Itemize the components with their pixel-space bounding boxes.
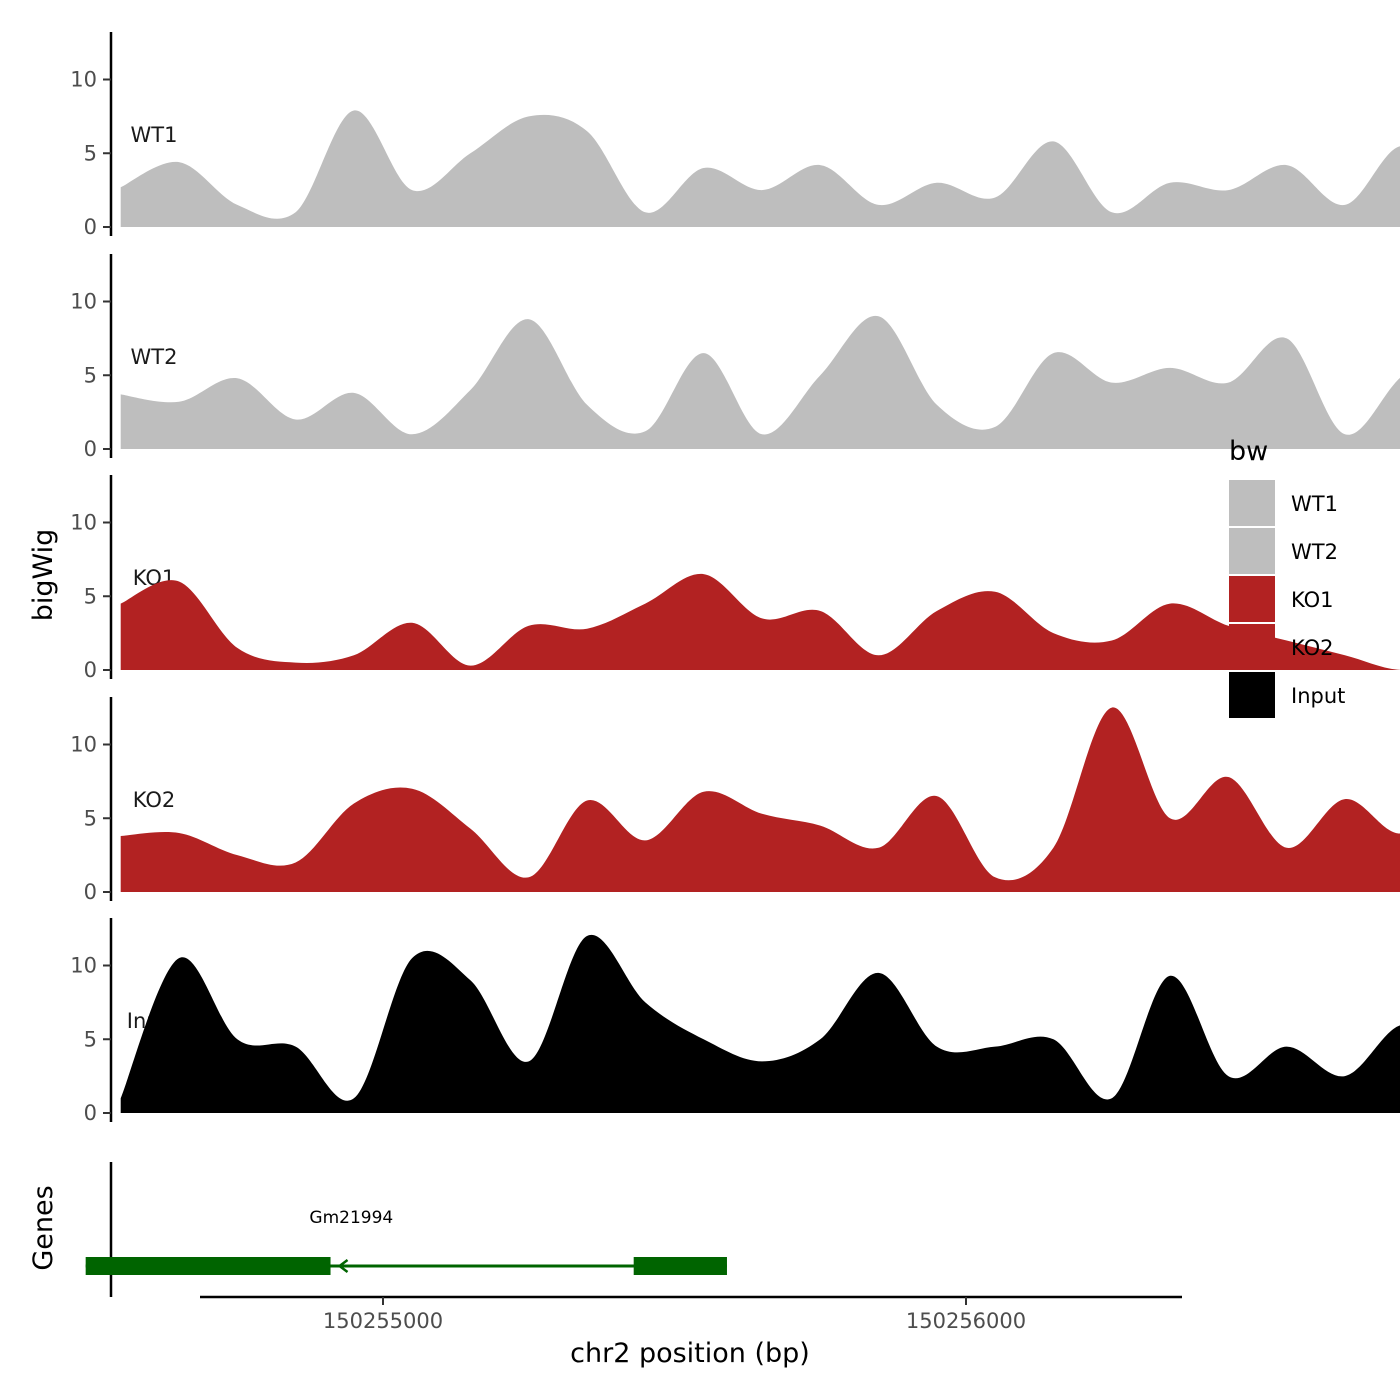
signal-area-wt2 bbox=[120, 316, 1400, 449]
legend-label-wt2: WT2 bbox=[1291, 540, 1338, 564]
signal-area-ko1 bbox=[120, 574, 1400, 670]
track-input: 0510Input bbox=[70, 918, 1400, 1125]
track-label: WT1 bbox=[131, 123, 178, 147]
y-tick-label: 5 bbox=[84, 1027, 97, 1051]
y-tick-label: 0 bbox=[84, 215, 97, 239]
track-label: WT2 bbox=[131, 345, 178, 369]
gene-exon bbox=[85, 1257, 331, 1275]
y-tick-label: 10 bbox=[70, 733, 97, 757]
genes-track-title: Genes bbox=[28, 1185, 59, 1270]
track-wt1: 0 5 10 WT1 bbox=[70, 32, 1400, 239]
y-tick-label: 10 bbox=[70, 954, 97, 978]
x-tick-label: 150255000 bbox=[323, 1309, 443, 1333]
y-tick-label: 10 bbox=[70, 290, 97, 314]
strand-arrow-icon bbox=[337, 1259, 349, 1273]
x-axis-title: chr2 position (bp) bbox=[570, 1338, 810, 1369]
legend-swatch-input bbox=[1229, 672, 1275, 718]
legend: bw WT1 WT2 KO1 KO2 Input bbox=[1229, 436, 1345, 718]
legend-swatch-ko2 bbox=[1229, 624, 1275, 670]
legend-title: bw bbox=[1229, 436, 1268, 467]
signal-area-wt1 bbox=[120, 110, 1400, 227]
gene-label: Gm21994 bbox=[309, 1208, 393, 1228]
legend-swatch-wt2 bbox=[1229, 528, 1275, 574]
x-axis: chr2 position (bp) 150255000150256000150… bbox=[200, 1295, 1182, 1369]
track-label: KO2 bbox=[133, 788, 176, 812]
legend-label-input: Input bbox=[1291, 684, 1345, 708]
y-tick-label: 5 bbox=[84, 806, 97, 830]
genes-track: Genes Gm21994Gm14124 bbox=[28, 1162, 727, 1297]
y-tick-label: 0 bbox=[84, 658, 97, 682]
y-tick-label: 0 bbox=[84, 880, 97, 904]
legend-label-wt1: WT1 bbox=[1291, 492, 1338, 516]
y-tick-label: 0 bbox=[84, 437, 97, 461]
signal-area-ko2 bbox=[120, 707, 1400, 892]
y-tick-label: 5 bbox=[84, 141, 97, 165]
track-wt2: 0 5 10 WT2 bbox=[70, 254, 1400, 461]
legend-swatch-ko1 bbox=[1229, 576, 1275, 622]
track-ko1: 0 5 10 KO1 bbox=[70, 475, 1400, 682]
signal-tracks: 0 5 10 WT1 0 5 10 WT2 0 5 10 KO1 0 5 10 KO2 0 5 10 Input bbox=[70, 32, 1400, 1125]
x-tick-label: 150256000 bbox=[906, 1309, 1026, 1333]
y-tick-label: 10 bbox=[70, 511, 97, 535]
legend-swatch-wt1 bbox=[1229, 480, 1275, 526]
y-tick-label: 5 bbox=[84, 584, 97, 608]
legend-label-ko1: KO1 bbox=[1291, 588, 1334, 612]
track-ko2: 0 5 10 KO2 bbox=[70, 697, 1400, 904]
y-tick-label: 0 bbox=[84, 1101, 97, 1125]
gene-exon bbox=[633, 1257, 727, 1275]
y-tick-label: 10 bbox=[70, 68, 97, 92]
gene-gm21994: Gm21994 bbox=[85, 1208, 727, 1275]
y-tick-label: 5 bbox=[84, 363, 97, 387]
legend-label-ko2: KO2 bbox=[1291, 636, 1334, 660]
signal-area-input bbox=[120, 934, 1400, 1113]
y-axis-title: bigWig bbox=[28, 529, 59, 622]
